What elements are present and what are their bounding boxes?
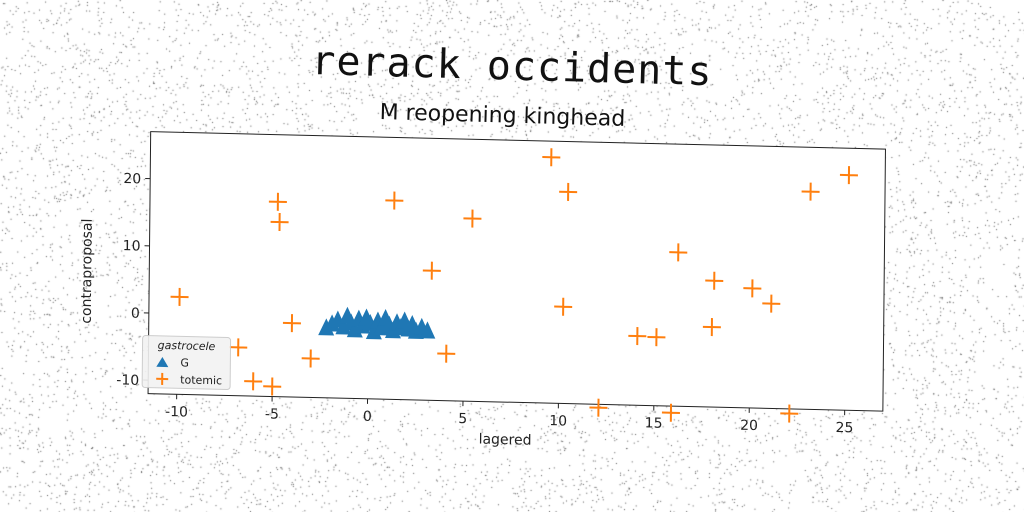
legend-label-totemic: totemic xyxy=(180,373,222,387)
data-point-totemic xyxy=(705,271,724,290)
data-point-totemic xyxy=(270,213,289,232)
x-tick-label: -10 xyxy=(165,404,188,421)
data-point-totemic xyxy=(647,328,666,347)
data-point-totemic xyxy=(268,192,287,211)
data-point-totemic xyxy=(282,314,301,333)
data-point-totemic xyxy=(463,209,482,228)
data-point-g xyxy=(419,321,436,339)
data-point-totemic xyxy=(437,344,456,363)
data-point-totemic xyxy=(542,148,561,167)
x-axis-label: lagered xyxy=(479,431,532,448)
data-point-totemic xyxy=(762,294,781,313)
data-point-totemic xyxy=(669,243,688,262)
y-tick-label: 20 xyxy=(123,171,141,187)
data-point-totemic xyxy=(263,377,282,396)
data-point-totemic xyxy=(780,404,799,423)
y-tick-label: 10 xyxy=(123,238,141,254)
legend-title: gastrocele xyxy=(158,339,216,353)
x-tick-label: 5 xyxy=(458,411,467,427)
data-point-totemic xyxy=(661,403,680,422)
x-tick-label: 25 xyxy=(836,420,854,436)
y-tick-label: -10 xyxy=(116,372,139,389)
y-axis-label: contraproposal xyxy=(79,218,96,323)
axes-frame xyxy=(147,131,886,412)
data-point-totemic xyxy=(702,318,721,337)
data-point-totemic xyxy=(589,398,608,417)
data-point-totemic xyxy=(628,327,647,346)
data-point-totemic xyxy=(244,372,263,391)
data-point-totemic xyxy=(301,349,320,368)
x-tick-label: 0 xyxy=(363,409,372,425)
axis-ticks: -10 -5 0 5 10 15 20 25 -10 0 10 20 xyxy=(116,171,854,436)
x-tick-label: 15 xyxy=(645,415,663,431)
legend-box xyxy=(141,335,232,390)
data-point-totemic xyxy=(559,182,578,201)
plot-area: -10 -5 0 5 10 15 20 25 -10 0 10 20 lagered contrapr… xyxy=(79,131,886,449)
y-tick-label: 0 xyxy=(131,306,140,322)
x-tick-label: 10 xyxy=(549,413,567,429)
x-tick-label: 20 xyxy=(740,418,758,434)
legend-label-g: G xyxy=(180,356,189,369)
legend-marker-totemic xyxy=(156,372,169,385)
legend-marker-g xyxy=(156,356,169,368)
data-point-totemic xyxy=(170,287,189,306)
data-point-totemic xyxy=(229,338,248,357)
data-point-totemic xyxy=(422,261,441,280)
data-marks xyxy=(170,148,858,423)
data-point-totemic xyxy=(743,279,762,298)
x-tick-label: -5 xyxy=(265,406,279,422)
data-point-totemic xyxy=(385,191,404,210)
data-point-totemic xyxy=(839,166,858,185)
legend: gastrocele G totemic xyxy=(141,335,232,390)
data-point-totemic xyxy=(554,297,573,316)
data-point-totemic xyxy=(801,182,820,201)
